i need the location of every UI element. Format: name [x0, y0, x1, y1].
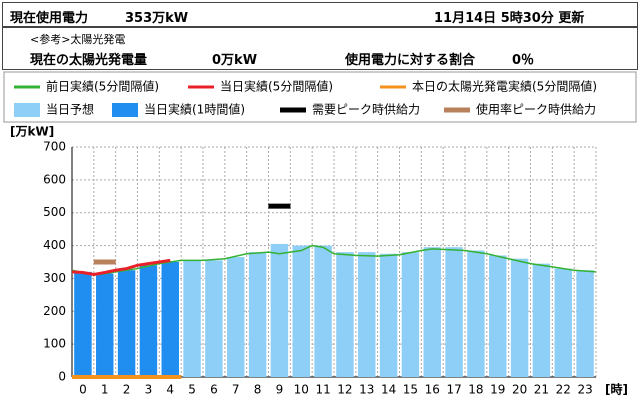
x-tick-label: 1	[101, 383, 109, 397]
bar	[554, 268, 572, 377]
y-axis-label: [万kW]	[10, 125, 54, 139]
peak-marker	[93, 259, 116, 265]
y-tick-label: 200	[43, 304, 66, 318]
reference: <参考>太陽光発電	[30, 33, 126, 46]
legend-label: 使用率ピーク時供給力	[476, 102, 596, 117]
bar	[96, 273, 114, 377]
bar	[532, 263, 551, 377]
bar	[227, 257, 245, 377]
bar	[117, 270, 136, 377]
bar	[445, 247, 463, 377]
bar	[510, 258, 529, 377]
x-tick-label: 13	[359, 383, 374, 397]
legend-swatch	[112, 103, 138, 117]
x-tick-label: 4	[166, 383, 174, 397]
peak-marker	[268, 203, 291, 209]
legend-label: 当日実績(5分間隔値)	[220, 79, 333, 94]
ratio-value: 0％	[512, 53, 535, 68]
line	[71, 244, 597, 276]
x-tick-label: 19	[490, 383, 505, 397]
x-tick-label: 11	[315, 383, 330, 397]
x-tick-label: 12	[337, 383, 352, 397]
y-tick-label: 500	[43, 205, 66, 219]
y-tick-label: 100	[43, 337, 66, 351]
legend-swatch	[14, 103, 40, 117]
solar-label: 現在の太陽光発電量	[30, 53, 148, 68]
solar-value: 0万kW	[212, 53, 258, 68]
x-tick-label: 3	[145, 383, 153, 397]
x-tick-label: 15	[403, 383, 418, 397]
legend-label: 本日の太陽光発電実績(5分間隔値)	[412, 79, 597, 94]
x-tick-label: 17	[446, 383, 461, 397]
bar	[270, 243, 289, 377]
x-tick-label: 21	[534, 383, 549, 397]
x-tick-label: 6	[210, 383, 218, 397]
x-tick-label: 8	[254, 383, 262, 397]
bar	[183, 260, 201, 377]
x-tick-label: 18	[468, 383, 483, 397]
bar	[161, 262, 179, 377]
ratio-label: 使用電力に対する割合	[345, 53, 476, 68]
bar	[423, 247, 441, 377]
bar	[489, 255, 507, 377]
solar-box	[2, 26, 638, 70]
x-tick-label: 9	[276, 383, 284, 397]
bar	[74, 271, 92, 377]
bar	[358, 252, 376, 377]
legend-label: 需要ピーク時供給力	[312, 103, 420, 117]
bar	[576, 270, 594, 377]
usage-label: 現在使用電力	[10, 11, 89, 26]
usage-value: 353万kW	[125, 11, 189, 26]
bar	[379, 253, 398, 377]
legend-label: 当日予想	[46, 102, 94, 117]
bar	[314, 245, 332, 377]
bar	[401, 252, 420, 377]
x-tick-label: 7	[232, 383, 240, 397]
bar	[248, 252, 267, 377]
x-tick-label: 23	[577, 383, 592, 397]
line	[71, 258, 171, 277]
y-tick-label: 700	[43, 140, 66, 154]
x-tick-label: 10	[294, 383, 309, 397]
x-tick-label: 14	[381, 383, 396, 397]
x-tick-label: 0	[79, 383, 87, 397]
x-tick-label: 2	[123, 383, 131, 397]
x-axis-label: [時]	[605, 382, 628, 397]
bar	[467, 250, 485, 377]
y-tick-label: 600	[43, 172, 66, 186]
bar	[336, 252, 354, 377]
bar	[139, 265, 158, 377]
bar	[205, 260, 223, 377]
x-tick-label: 22	[556, 383, 571, 397]
header-box	[2, 2, 638, 28]
y-tick-label: 0	[58, 370, 66, 384]
y-tick-label: 300	[43, 271, 66, 285]
x-tick-label: 5	[188, 383, 196, 397]
y-tick-label: 400	[43, 238, 66, 252]
updated: 11月14日 5時30分 更新	[434, 11, 585, 26]
bar	[292, 245, 310, 377]
legend-label: 前日実績(5分間隔値)	[46, 79, 159, 94]
legend-label: 当日実績(1時間値)	[144, 102, 245, 117]
x-tick-label: 20	[512, 383, 527, 397]
legend-box	[3, 71, 637, 123]
x-tick-label: 16	[425, 383, 440, 397]
